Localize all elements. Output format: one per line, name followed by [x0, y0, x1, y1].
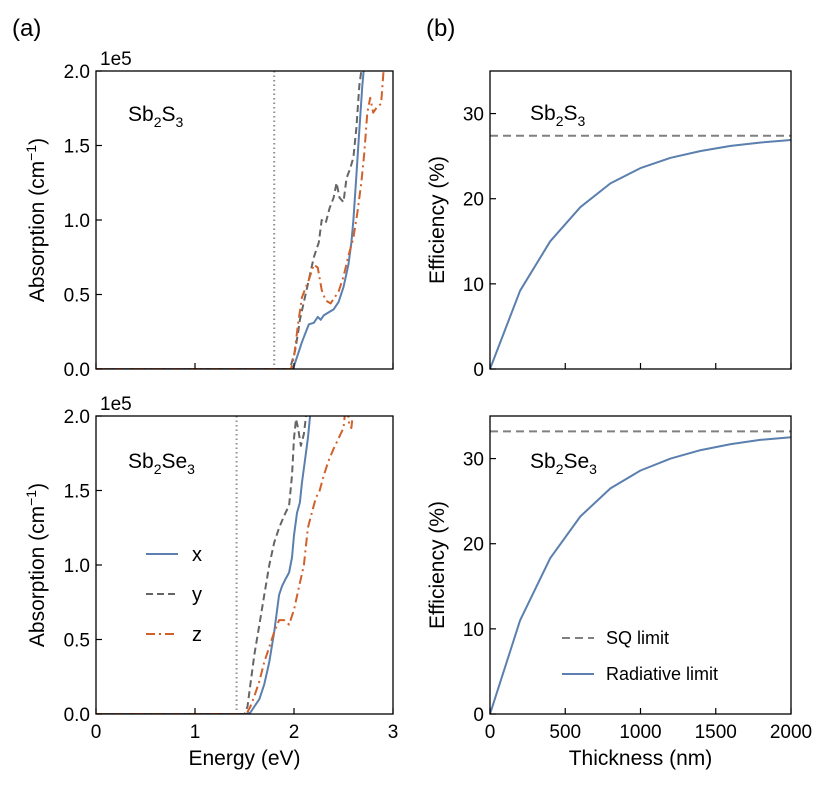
material-label: Sb2S3 [530, 102, 586, 129]
y-tick-label: 1.5 [64, 137, 90, 158]
sb2se3-absorption-plot: 0 1 2 3 0.0 0.5 1.0 1.5 2.0 1e5 Energy (eV) Absorpt… [23, 394, 398, 770]
material-label-part: Se [563, 450, 589, 473]
x-tick-label: 500 [549, 722, 581, 743]
y-axis-label-close: ) [26, 483, 49, 490]
series-line-z_tail [347, 416, 354, 429]
y-tick-label: 30 [463, 105, 484, 126]
y-tick-label: 0.0 [64, 705, 90, 726]
material-label-subscript: 2 [556, 461, 564, 477]
series-group [96, 416, 354, 714]
legend-label-y: y [192, 584, 202, 606]
material-label-subscript: 3 [176, 114, 184, 130]
offset-text: 1e5 [100, 394, 132, 415]
y-tick-label: 1.0 [64, 211, 90, 232]
material-label-subscript: 2 [154, 461, 162, 477]
legend-label-radiative-limit: Radiative limit [606, 664, 718, 684]
series-group [96, 71, 385, 369]
y-tick-label: 0.5 [64, 631, 90, 652]
x-tick-label: 2000 [770, 722, 812, 743]
x-tick-label: 2 [289, 722, 300, 743]
y-tick-label: 0 [473, 360, 484, 381]
y-tick-label: 20 [463, 190, 484, 211]
y-tick-label: 0.0 [64, 360, 90, 381]
x-axis-label: Thickness (nm) [569, 747, 713, 770]
y-axis-label-main: Absorption (cm [26, 161, 49, 302]
material-label-subscript: 2 [556, 113, 564, 129]
y-tick-label: 2.0 [64, 62, 90, 83]
y-tick-label: 20 [463, 535, 484, 556]
series-line-radiative-limit [490, 436, 791, 714]
panel-label-a: (a) [12, 15, 41, 42]
x-tick-label: 0 [485, 722, 496, 743]
y-axis-label-main: Efficiency (%) [426, 501, 449, 629]
material-label-part: S [161, 103, 175, 126]
series-line-z [96, 71, 385, 369]
legend-label-sq-limit: SQ limit [606, 628, 669, 648]
material-label-subscript: 3 [589, 461, 597, 477]
y-tick-label: 0.5 [64, 286, 90, 307]
series-line-y [96, 71, 363, 369]
legend-label-x: x [192, 544, 202, 566]
series-group [490, 139, 791, 369]
offset-text: 1e5 [100, 49, 132, 70]
y-axis-label: Absorption (cm−1) [23, 138, 49, 302]
sb2se3-efficiency-plot: 0 500 1000 1500 2000 0 10 20 30 Thickness (nm) Eff… [426, 415, 812, 770]
material-label: Sb2S3 [128, 103, 184, 130]
y-axis-label-sup: −1 [23, 145, 39, 161]
y-tick-label: 2.0 [64, 407, 90, 428]
y-axis-label: Absorption (cm−1) [23, 483, 49, 647]
y-axis-label-main: Absorption (cm [26, 506, 49, 647]
series-line-x [96, 71, 365, 369]
y-axis-label-close: ) [26, 138, 49, 145]
y-tick-label: 1.0 [64, 556, 90, 577]
panel-label-b: (b) [426, 15, 455, 42]
y-tick-label: 10 [463, 275, 484, 296]
y-axis-label-main: Efficiency (%) [426, 156, 449, 284]
x-tick-label: 0 [91, 722, 102, 743]
material-label-part: Sb [530, 102, 556, 125]
material-label: Sb2Se3 [128, 450, 195, 477]
series-line-z [96, 416, 346, 714]
y-axis-label: Efficiency (%) [426, 156, 449, 284]
x-tick-label: 1000 [619, 722, 661, 743]
series-line-radiative-limit [490, 139, 791, 369]
sb2s3-efficiency-plot: 0 10 20 30 Efficiency (%) Sb2S3 [426, 70, 792, 381]
material-label: Sb2Se3 [530, 450, 597, 477]
sb2s3-absorption-plot: 0.0 0.5 1.0 1.5 2.0 1e5 Absorption (cm−1) Sb2S3 [23, 49, 394, 381]
material-label-subscript: 3 [187, 461, 195, 477]
y-tick-label: 0 [473, 705, 484, 726]
x-axis-label: Energy (eV) [188, 747, 300, 770]
material-label-part: Sb [128, 450, 154, 473]
series-group [490, 436, 791, 714]
material-label-subscript: 3 [578, 113, 586, 129]
material-label-part: Sb [128, 103, 154, 126]
y-tick-label: 1.5 [64, 482, 90, 503]
material-label-subscript: 2 [154, 114, 162, 130]
y-tick-label: 30 [463, 450, 484, 471]
material-label-part: Sb [530, 450, 556, 473]
y-tick-label: 10 [463, 620, 484, 641]
x-tick-label: 1 [190, 722, 201, 743]
y-axis-label-sup: −1 [23, 490, 39, 506]
x-tick-label: 3 [388, 722, 399, 743]
series-line-x [96, 416, 312, 714]
x-tick-label: 1500 [695, 722, 737, 743]
y-axis-label: Efficiency (%) [426, 501, 449, 629]
material-label-part: Se [161, 450, 187, 473]
material-label-part: S [563, 102, 577, 125]
series-line-y [96, 416, 308, 714]
legend-label-z: z [192, 624, 202, 646]
